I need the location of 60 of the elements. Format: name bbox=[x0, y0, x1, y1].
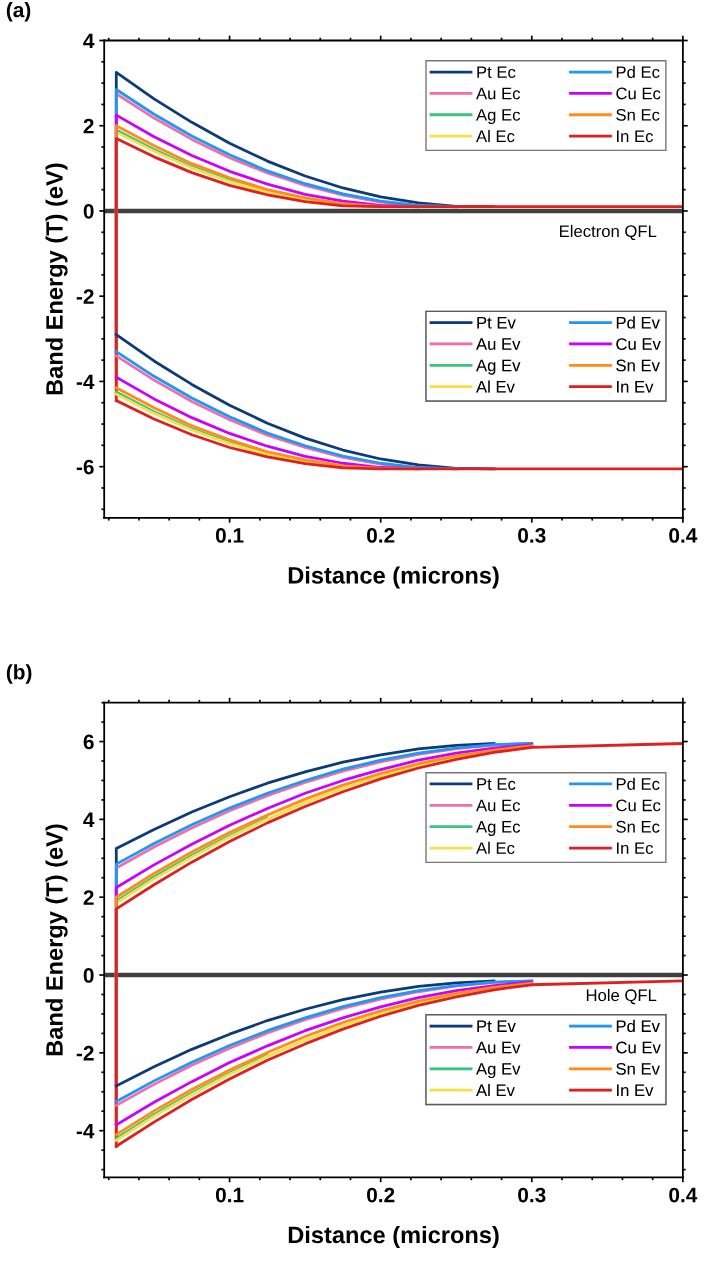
y-tick-label: -2 bbox=[76, 1045, 94, 1061]
y-tick-label: 4 bbox=[83, 33, 95, 49]
legend-label: Cu Ec bbox=[616, 799, 661, 812]
legend-label: Ag Ev bbox=[476, 1063, 521, 1079]
x-tick-label: 0.3 bbox=[518, 528, 546, 543]
x-tick-label: 0.3 bbox=[518, 1187, 546, 1203]
y-tick-label: -2 bbox=[76, 289, 94, 304]
legend-label: Cu Ev bbox=[616, 1041, 661, 1054]
x-tick-label: 0.1 bbox=[215, 1187, 244, 1203]
y-tick-label: 2 bbox=[83, 118, 94, 134]
x-axis-title: Distance (microns) bbox=[288, 1225, 499, 1248]
legend-label: In Ev bbox=[617, 1084, 654, 1096]
legend-label: Al Ec bbox=[476, 841, 515, 855]
legend-label: Sn Ec bbox=[616, 108, 660, 121]
x-tick-label: 0.4 bbox=[669, 1187, 698, 1203]
y-tick-label: 2 bbox=[83, 890, 94, 905]
text: (b) bbox=[6, 664, 32, 684]
legend-label: Pt Ev bbox=[477, 1020, 516, 1033]
ref-line-label: Hole QFL bbox=[586, 988, 657, 1005]
legend-label: Au Ev bbox=[476, 1041, 521, 1054]
legend-label: Pt Ec bbox=[477, 66, 516, 79]
legend-label: Cu Ev bbox=[616, 338, 661, 350]
legend-label: Au Ec bbox=[476, 799, 521, 812]
legend-label: Sn Ev bbox=[616, 1062, 660, 1075]
legend-label: Al Ev bbox=[476, 380, 515, 393]
y-tick-label: -4 bbox=[76, 1123, 95, 1139]
legend-label: In Ec bbox=[617, 842, 654, 855]
x-tick-label: 0.2 bbox=[367, 528, 395, 543]
x-tick-label: 0.1 bbox=[215, 528, 244, 543]
y-tick-label: 4 bbox=[83, 812, 95, 827]
ref-line-label: Electron QFL bbox=[560, 224, 657, 241]
legend-label: Au Ec bbox=[476, 87, 521, 100]
legend-label: Au Ev bbox=[476, 338, 521, 350]
y-axis-title: Band Energy (T) (eV) bbox=[45, 824, 68, 1056]
legend-label: Al Ec bbox=[476, 129, 515, 143]
legend-label: Pt Ec bbox=[477, 778, 516, 790]
legend-label: Pt Ev bbox=[477, 316, 516, 329]
legend-label: Al Ev bbox=[476, 1083, 515, 1096]
legend-label: Pd Ev bbox=[616, 316, 660, 329]
legend-label: In Ec bbox=[617, 130, 654, 143]
x-axis-title: Distance (microns) bbox=[288, 566, 499, 589]
y-tick-label: -6 bbox=[76, 459, 94, 475]
legend-label: Pd Ec bbox=[616, 777, 660, 790]
x-tick-label: 0.2 bbox=[367, 1187, 395, 1203]
y-tick-label: 0 bbox=[83, 968, 94, 983]
y-tick-label: 0 bbox=[83, 203, 94, 219]
legend-label: Cu Ec bbox=[616, 87, 661, 100]
legend-label: In Ev bbox=[617, 381, 654, 393]
x-tick-label: 0.4 bbox=[669, 528, 698, 543]
legend-label: Ag Ev bbox=[476, 359, 521, 375]
text: (a) bbox=[6, 2, 31, 22]
legend-label: Sn Ec bbox=[616, 820, 660, 833]
legend-label: Pd Ev bbox=[616, 1019, 660, 1033]
legend-label: Pd Ec bbox=[616, 65, 660, 79]
y-tick-label: 6 bbox=[83, 734, 94, 750]
y-tick-label: -4 bbox=[76, 374, 95, 389]
legend-label: Ag Ec bbox=[476, 109, 521, 125]
legend-label: Ag Ec bbox=[476, 821, 521, 836]
legend-label: Sn Ev bbox=[616, 359, 660, 372]
y-axis-title: Band Energy (T) (eV) bbox=[45, 163, 68, 395]
